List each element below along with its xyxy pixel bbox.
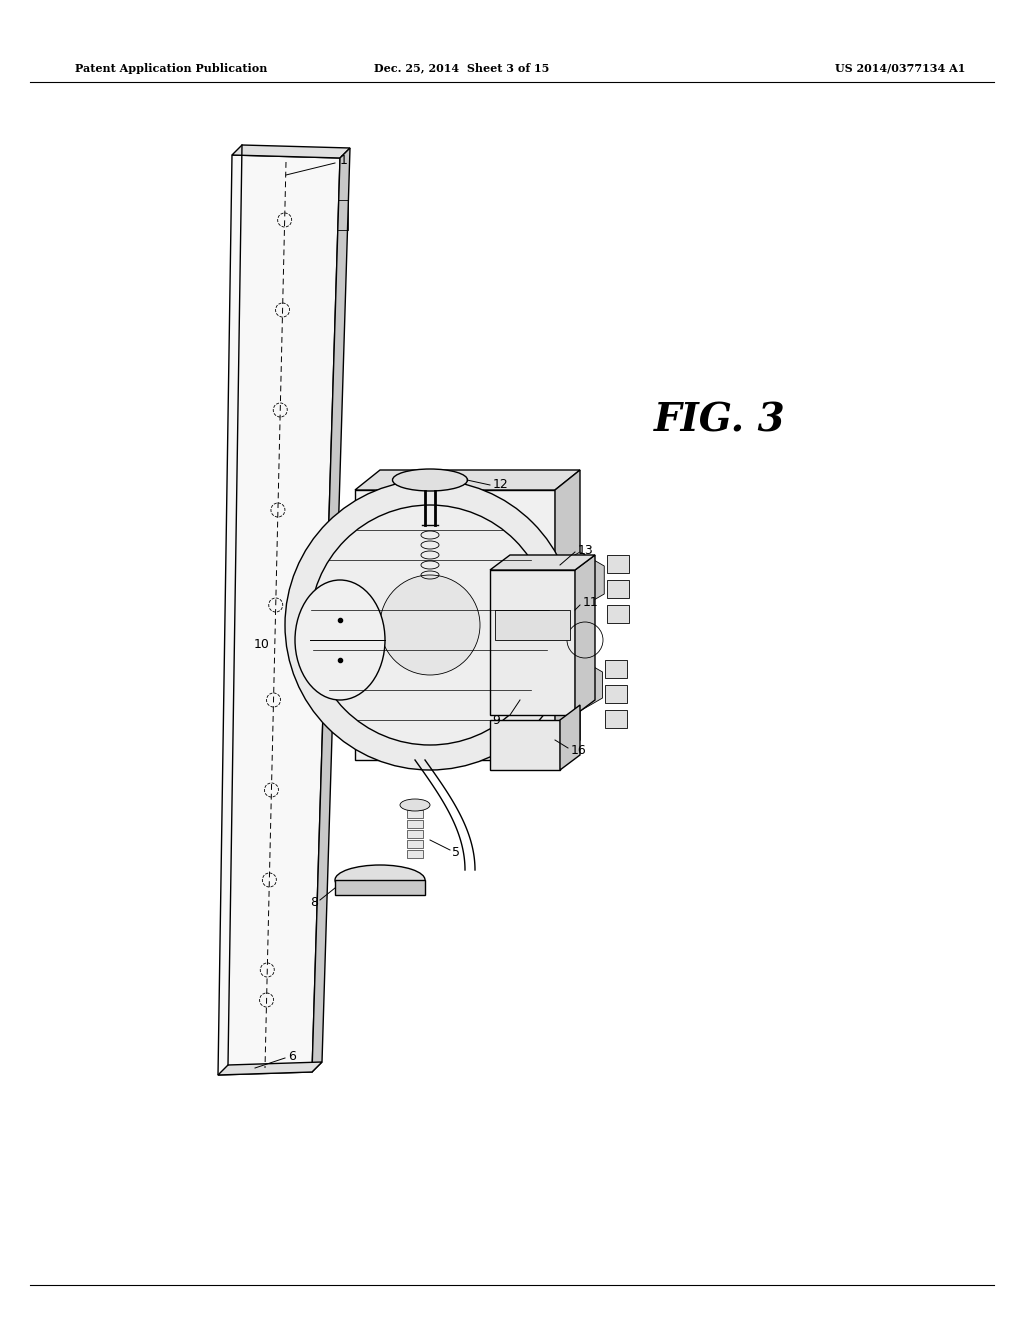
Bar — [540, 675, 550, 696]
Bar — [490, 569, 500, 591]
Circle shape — [285, 480, 575, 770]
Polygon shape — [218, 154, 340, 1074]
Text: 9: 9 — [493, 714, 500, 726]
Text: FIG. 3: FIG. 3 — [654, 401, 785, 440]
Polygon shape — [335, 880, 425, 895]
Bar — [520, 569, 530, 591]
Bar — [500, 675, 510, 696]
Ellipse shape — [335, 865, 425, 895]
Ellipse shape — [295, 579, 385, 700]
Bar — [407, 810, 423, 818]
Polygon shape — [490, 554, 595, 570]
Circle shape — [325, 520, 535, 730]
Bar — [605, 660, 627, 678]
Polygon shape — [575, 554, 595, 715]
Bar — [540, 569, 550, 591]
Bar — [407, 850, 423, 858]
Bar — [530, 569, 540, 591]
Ellipse shape — [392, 469, 468, 491]
Text: 16: 16 — [571, 743, 587, 756]
Bar — [607, 579, 629, 598]
Text: 1: 1 — [340, 154, 348, 168]
Polygon shape — [556, 552, 604, 609]
Bar — [495, 610, 570, 640]
Polygon shape — [232, 145, 350, 158]
Polygon shape — [560, 705, 580, 770]
Bar — [510, 675, 520, 696]
Text: 12: 12 — [493, 479, 509, 491]
Bar — [490, 570, 575, 715]
Bar — [607, 554, 629, 573]
Bar — [605, 685, 627, 704]
Bar — [500, 569, 510, 591]
Bar — [490, 719, 560, 770]
Text: 8: 8 — [310, 895, 318, 908]
Polygon shape — [312, 148, 350, 1072]
Polygon shape — [555, 470, 580, 760]
Bar — [490, 675, 500, 696]
Bar — [407, 820, 423, 828]
Bar — [510, 569, 520, 591]
Bar — [407, 840, 423, 847]
Bar — [605, 710, 627, 729]
Text: Patent Application Publication: Patent Application Publication — [75, 62, 267, 74]
Bar — [530, 675, 540, 696]
Text: US 2014/0377134 A1: US 2014/0377134 A1 — [835, 62, 966, 74]
Bar — [550, 569, 560, 591]
Bar — [607, 605, 629, 623]
Polygon shape — [557, 659, 602, 711]
Bar — [520, 675, 530, 696]
Circle shape — [310, 506, 550, 744]
Bar — [407, 830, 423, 838]
Text: 13: 13 — [578, 544, 594, 557]
Text: 11: 11 — [583, 595, 599, 609]
Text: Dec. 25, 2014  Sheet 3 of 15: Dec. 25, 2014 Sheet 3 of 15 — [375, 62, 550, 74]
Ellipse shape — [400, 799, 430, 810]
Text: 10: 10 — [254, 639, 270, 652]
Text: 6: 6 — [288, 1049, 296, 1063]
Bar — [550, 675, 560, 696]
Polygon shape — [355, 470, 580, 490]
Text: 5: 5 — [452, 846, 460, 858]
Polygon shape — [218, 1063, 322, 1074]
Circle shape — [310, 506, 550, 744]
Circle shape — [380, 576, 480, 675]
Bar — [355, 490, 555, 760]
